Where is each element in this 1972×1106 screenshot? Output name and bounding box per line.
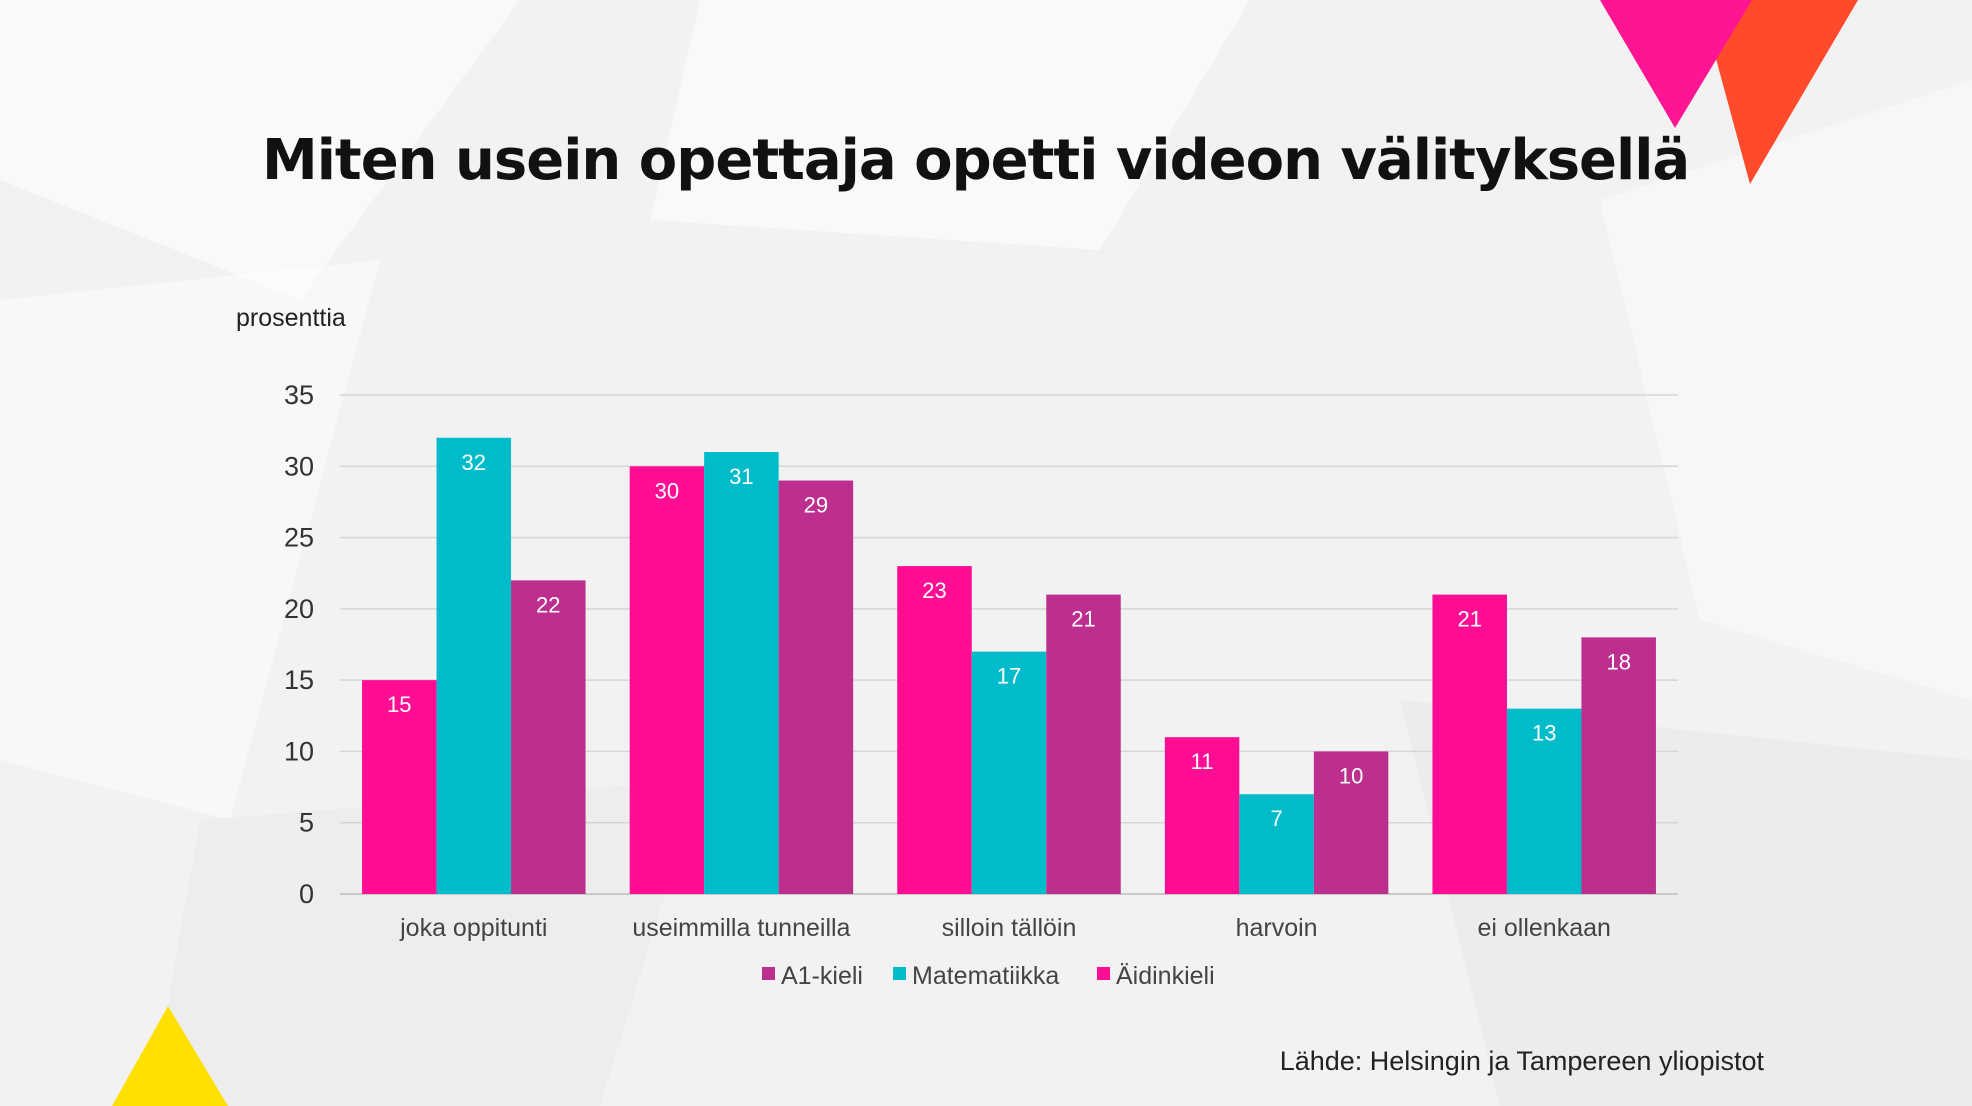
y-tick-label: 20 bbox=[284, 594, 314, 624]
x-axis-categories: joka oppitunti useimmilla tunneilla silloi… bbox=[399, 914, 1611, 942]
legend-label: Matematiikka bbox=[912, 962, 1059, 990]
data-label: 29 bbox=[804, 493, 828, 518]
bar bbox=[1239, 794, 1314, 894]
bar bbox=[897, 566, 972, 894]
data-label: 7 bbox=[1270, 806, 1282, 831]
data-label: 13 bbox=[1532, 721, 1556, 746]
bar bbox=[971, 651, 1047, 894]
y-tick-label: 35 bbox=[284, 380, 314, 410]
orange-triangle-decoration bbox=[1700, 0, 1858, 184]
x-category-label: ei ollenkaan bbox=[1477, 914, 1610, 942]
bar bbox=[1506, 708, 1582, 894]
y-tick-label: 25 bbox=[284, 523, 314, 553]
bar bbox=[1046, 594, 1121, 894]
bar bbox=[1164, 737, 1240, 894]
data-label: 31 bbox=[729, 464, 753, 489]
y-tick-label: 5 bbox=[299, 808, 314, 838]
y-axis-label: prosenttia bbox=[236, 304, 346, 332]
legend-label: A1-kieli bbox=[781, 962, 863, 990]
bar bbox=[436, 437, 512, 894]
bar bbox=[629, 466, 705, 894]
source-note: Lähde: Helsingin ja Tampereen yliopistot bbox=[1279, 1046, 1764, 1076]
x-category-label: joka oppitunti bbox=[399, 914, 547, 942]
data-label: 15 bbox=[387, 692, 411, 717]
bar bbox=[1581, 637, 1656, 894]
legend-swatch bbox=[1097, 967, 1110, 980]
data-label: 21 bbox=[1457, 607, 1481, 632]
bar bbox=[1313, 751, 1389, 894]
legend-swatch bbox=[893, 967, 906, 980]
data-label: 30 bbox=[655, 478, 679, 503]
bar bbox=[704, 452, 779, 894]
data-label: 21 bbox=[1071, 607, 1095, 632]
x-category-label: silloin tällöin bbox=[942, 914, 1077, 942]
data-label: 10 bbox=[1339, 763, 1363, 788]
yellow-triangle-decoration bbox=[112, 1006, 228, 1106]
data-label: 11 bbox=[1191, 749, 1214, 774]
pink-triangle-decoration bbox=[1600, 0, 1752, 128]
bar bbox=[362, 680, 437, 894]
x-category-label: useimmilla tunneilla bbox=[632, 914, 850, 942]
bar bbox=[1432, 594, 1507, 894]
legend: A1-kieli Matematiikka Äidinkieli bbox=[762, 962, 1215, 990]
data-label: 17 bbox=[997, 664, 1021, 689]
y-axis-ticks: 0 5 10 15 20 25 30 35 bbox=[284, 380, 314, 909]
data-label: 22 bbox=[536, 592, 560, 617]
data-label: 18 bbox=[1606, 649, 1630, 674]
y-tick-label: 15 bbox=[284, 665, 314, 695]
bar bbox=[778, 480, 854, 894]
legend-label: Äidinkieli bbox=[1116, 962, 1215, 990]
data-label: 23 bbox=[922, 578, 946, 603]
y-tick-label: 10 bbox=[284, 736, 314, 766]
data-label: 32 bbox=[462, 450, 486, 475]
x-category-label: harvoin bbox=[1236, 914, 1318, 942]
bar bbox=[511, 580, 586, 894]
legend-swatch bbox=[762, 967, 775, 980]
y-tick-label: 30 bbox=[284, 451, 314, 481]
chart-title: Miten usein opettaja opetti videon välit… bbox=[262, 128, 1690, 193]
y-tick-label: 0 bbox=[299, 879, 314, 909]
bars: 15 32 22 30 31 29 23 17 21 11 7 10 21 13 18 bbox=[362, 437, 1656, 894]
